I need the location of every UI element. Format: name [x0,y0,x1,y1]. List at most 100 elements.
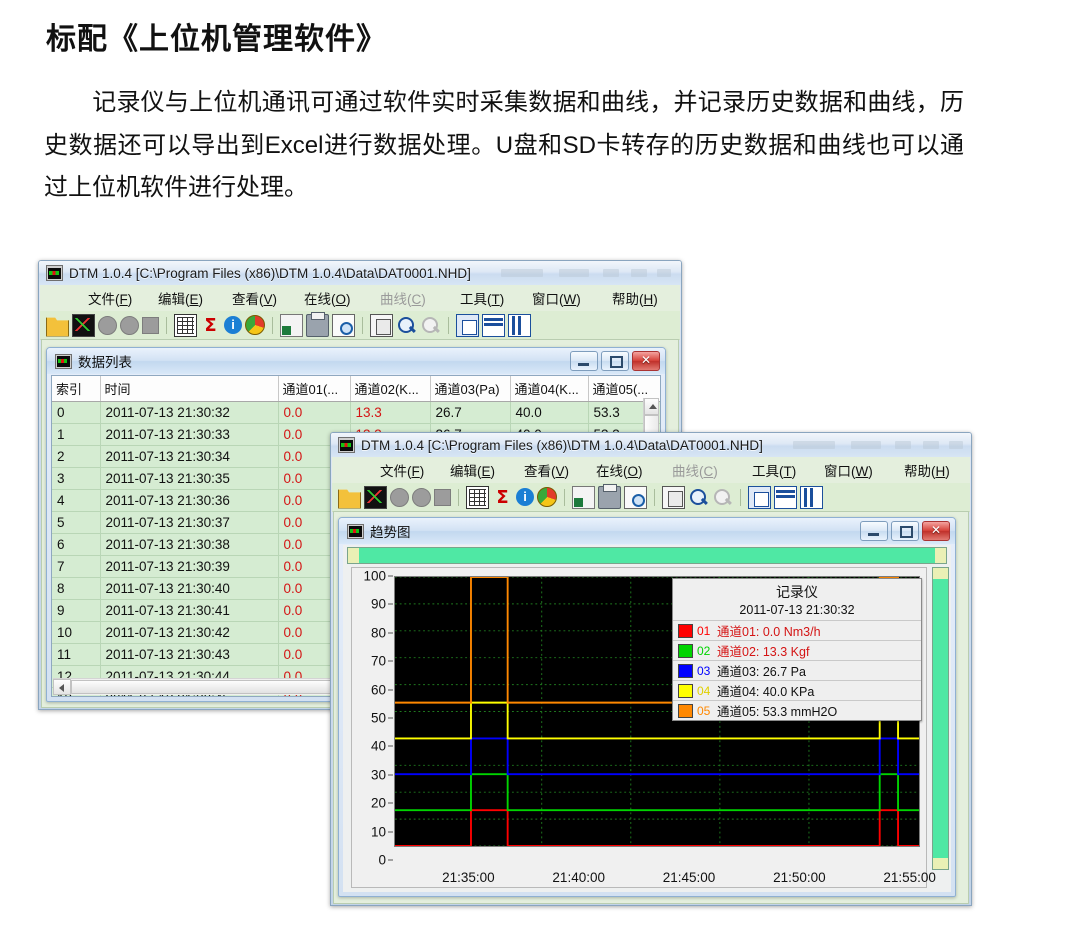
menu-item-e[interactable]: 编辑(E) [450,464,496,479]
menu-item-t[interactable]: 工具(T) [752,464,797,479]
info-icon[interactable]: i [516,488,534,506]
tile-vertical-icon[interactable] [800,485,823,509]
legend-row-02[interactable]: 02 通道02: 13.3 Kgf [673,640,921,660]
menu-item-c[interactable]: 曲线(C) [672,464,718,479]
column-header-3[interactable]: 通道02(K... [350,376,431,402]
cascade-windows-icon[interactable] [748,485,771,509]
copy-icon[interactable] [370,313,393,337]
column-header-6[interactable]: 通道05(... [588,376,660,402]
menu-item-w[interactable]: 窗口(W) [824,464,873,479]
print-icon[interactable] [306,311,329,337]
minimize-button[interactable] [570,351,598,371]
stop-square-icon[interactable] [142,316,159,334]
copy-icon[interactable] [662,485,685,509]
trend-chart-titlebar[interactable]: 趋势图 [339,518,955,544]
y-axis-label: 20 [370,795,386,811]
window-buttons[interactable] [570,351,660,371]
menu-item-v[interactable]: 查看(V) [524,464,570,479]
tile-vertical-icon[interactable] [508,313,531,337]
value-range-slider-vertical[interactable] [932,567,949,870]
window-titlebar[interactable]: DTM 1.0.4 [C:\Program Files (x86)\DTM 1.… [39,261,681,285]
toolbar-separator [448,316,449,334]
column-header-5[interactable]: 通道04(K... [510,376,589,402]
menu-item-o[interactable]: 在线(O) [596,464,643,479]
pie-chart-icon[interactable] [537,487,557,507]
zoom-in-icon[interactable] [396,315,417,336]
menubar[interactable]: 文件(F) 编辑(E) 查看(V) 在线(O) 曲线(C) 工具(T) 窗口(W) 帮助(H) [332,457,970,484]
data-grid-icon[interactable] [466,485,489,509]
tile-horizontal-icon[interactable] [482,313,505,337]
column-header-2[interactable]: 通道01(... [278,376,351,402]
menu-item-f[interactable]: 文件(F) [380,464,425,479]
print-preview-icon[interactable] [624,485,647,509]
column-header-4[interactable]: 通道03(Pa) [430,376,511,402]
menu-item-t[interactable]: 工具(T) [460,292,505,307]
print-icon[interactable] [598,483,621,509]
time-range-slider-horizontal[interactable] [347,547,947,564]
window-buttons[interactable] [860,521,950,541]
maximize-button[interactable] [891,521,919,541]
data-grid-icon[interactable] [174,313,197,337]
sigma-statistics-icon[interactable]: Σ [496,486,509,508]
legend-row-04[interactable]: 04 通道04: 40.0 KPa [673,680,921,700]
stop-circle-icon[interactable] [120,315,139,335]
menu-item-h[interactable]: 帮助(H) [612,292,658,307]
y-axis-label: 80 [370,625,386,641]
slider-handle-top[interactable] [933,568,948,579]
pie-chart-icon[interactable] [245,315,265,335]
column-header-1[interactable]: 时间 [100,376,279,402]
menu-item-v[interactable]: 查看(V) [232,292,278,307]
curve-chart-icon[interactable] [72,313,95,337]
excel-export-icon[interactable] [280,313,303,337]
open-folder-icon[interactable] [338,489,361,509]
window-titlebar[interactable]: DTM 1.0.4 [C:\Program Files (x86)\DTM 1.… [331,433,971,457]
menu-item-o[interactable]: 在线(O) [304,292,351,307]
zoom-in-icon[interactable] [688,487,709,508]
legend-row-05[interactable]: 05 通道05: 53.3 mmH2O [673,700,921,720]
menu-item-c[interactable]: 曲线(C) [380,292,426,307]
dtm-main-window-front[interactable]: DTM 1.0.4 [C:\Program Files (x86)\DTM 1.… [330,432,972,906]
cascade-windows-icon[interactable] [456,313,479,337]
open-folder-icon[interactable] [46,317,69,337]
table-row[interactable]: 0 2011-07-13 21:30:32 0.0 13.3 26.7 40.0 53.3 [52,401,660,424]
stop-circle-icon[interactable] [412,487,431,507]
menubar[interactable]: 文件(F) 编辑(E) 查看(V) 在线(O) 曲线(C) 工具(T) 窗口(W) 帮助(H) [40,285,680,312]
cell: 0.0 [278,401,351,424]
info-icon[interactable]: i [224,316,242,334]
chart-area[interactable]: 0 10 20 30 40 50 60 70 80 90 100 21:35:00 21:40:00 2… [343,545,951,892]
print-preview-icon[interactable] [332,313,355,337]
slider-handle-right[interactable] [935,548,946,563]
chart-legend[interactable]: 记录仪 2011-07-13 21:30:32 01 通道01: 0.0 Nm3/… [672,578,922,721]
slider-handle-bottom[interactable] [933,858,948,869]
cell: 8 [52,577,101,600]
cell: 2011-07-13 21:30:32 [100,401,279,424]
column-header-0[interactable]: 索引 [52,376,101,402]
maximize-button[interactable] [601,351,629,371]
data-list-titlebar[interactable]: 数据列表 [47,348,665,374]
slider-handle-left[interactable] [348,548,359,563]
x-axis-label: 21:55:00 [883,870,936,885]
menu-item-e[interactable]: 编辑(E) [158,292,204,307]
menu-item-h[interactable]: 帮助(H) [904,464,950,479]
sigma-statistics-icon[interactable]: Σ [204,314,217,336]
scroll-up-button[interactable] [644,398,659,415]
y-axis-tick [388,660,393,662]
legend-row-01[interactable]: 01 通道01: 0.0 Nm3/h [673,620,921,640]
menu-item-w[interactable]: 窗口(W) [532,292,581,307]
legend-row-03[interactable]: 03 通道03: 26.7 Pa [673,660,921,680]
record-circle-icon[interactable] [98,315,117,335]
toolbar-separator [458,488,459,506]
menu-item-f[interactable]: 文件(F) [88,292,133,307]
stop-square-icon[interactable] [434,488,451,506]
close-button[interactable] [922,521,950,541]
close-button[interactable] [632,351,660,371]
scroll-left-button[interactable] [53,679,71,695]
tile-horizontal-icon[interactable] [774,485,797,509]
record-circle-icon[interactable] [390,487,409,507]
excel-export-icon[interactable] [572,485,595,509]
minimize-button[interactable] [860,521,888,541]
curve-chart-icon[interactable] [364,485,387,509]
